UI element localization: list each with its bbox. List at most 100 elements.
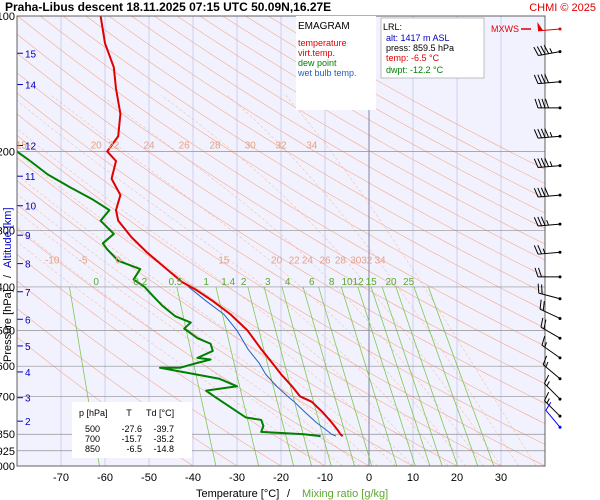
x-axis-title: Temperature [°C] / Mixing ratio [g/kg] [196,488,388,500]
y-tick-label-pressure: 300 [0,226,15,238]
wind-barb-half [546,220,550,226]
wind-barb [534,267,562,279]
table-row-500-p: 500 [85,424,100,434]
wind-barb-station [558,106,562,110]
chart-labels: -70-60-50-40-30-20-100102030100200300400… [0,11,507,484]
table-row-700-td: -35.2 [153,434,174,444]
adiabat-label: 32 [275,140,287,151]
moist-adiabat [17,241,326,466]
y-tick-label-pressure: 100 [0,11,15,23]
y-axis-title-pressure: Pressure [hPa] [2,289,14,362]
x-tick-label: -20 [273,472,289,484]
wind-barb-full [544,187,550,197]
chart-title: Praha-Libus descent 18.11.2025 07:15 UTC… [5,0,331,14]
wind-barb-station [558,134,562,138]
mixing-ratio-line [381,286,443,466]
adiabat-label: 22 [289,255,301,266]
wind-barb-full [537,158,543,168]
mixing-ratio-label: 0 [93,277,99,288]
wind-barb [534,98,562,110]
y-tick-label-altitude: 10 [25,202,37,213]
adiabat-label: -5 [79,255,88,266]
y-tick-label-altitude: 9 [25,231,31,242]
mixing-ratio-label: 0.2 [133,277,147,288]
wind-barb-full [541,284,543,295]
table-row-700-p: 700 [85,434,100,444]
legend-box: EMAGRAM temperature virt.temp. dew point… [296,16,376,110]
x-tick-label: 0 [366,472,372,484]
wind-barb-half [549,161,553,167]
wind-barb-full [544,73,550,83]
adiabat-label: 26 [179,140,191,151]
mixing-ratio-label: 0.5 [168,277,182,288]
table-header-t: T [126,408,132,418]
wind-barb-full [543,45,550,54]
wind-barb-shaft [540,326,561,339]
adiabat-label: 20 [91,140,103,151]
dry-adiabat [108,16,545,277]
wind-barb-full [542,355,548,365]
mixing-ratio-label: 25 [403,277,415,288]
dry-adiabat [131,16,545,261]
level-table: p [hPa] T Td [°C] 500 -27.6 -39.7 700 -1… [72,402,192,458]
adiabat-label: 15 [16,140,28,151]
mixing-ratio-label: 15 [366,277,378,288]
wind-barb-shaft [538,135,561,139]
mixing-ratio-label: 6 [309,277,315,288]
mixing-ratio-line [281,286,332,466]
y-axis-title-altitude: Altitude [km] [2,207,14,268]
lrl-title: LRL: [383,22,402,32]
mixing-ratio-line [370,286,431,466]
x-tick-label: -60 [97,472,113,484]
wind-barb-full [533,46,539,56]
lrl-altitude: alt: 1417 m ASL [386,33,450,43]
wind-barb-full [537,187,543,197]
table-row-850-p: 850 [85,444,100,454]
wind-barb-station [558,356,562,360]
mixing-ratio-line [263,286,312,466]
mixing-ratio-label: 3 [265,277,271,288]
wind-barb-full [534,267,539,278]
wind-barb-half [545,361,549,368]
wind-barb-full [543,374,550,384]
wind-barb [537,283,562,301]
dry-adiabat [17,16,545,347]
x-axis-title-temperature: Temperature [°C] [196,488,279,500]
grid-lines [17,16,545,466]
dry-adiabat [17,52,545,385]
wind-barb-full [533,74,539,84]
wind-barb-shaft [545,410,561,428]
wind-barb [543,391,562,418]
adiabat-label: 24 [143,140,155,151]
table-row-850-t: -6.5 [126,444,142,454]
legend-background [296,16,376,110]
wind-barb [533,244,562,255]
dry-adiabat [85,16,545,294]
wind-barb-station [558,222,562,226]
wind-barb-full [538,98,542,109]
mixing-ratio-line [427,286,495,466]
legend-item-wet-bulb: wet bulb temp. [297,68,357,78]
mixing-ratio-label: 1.4 [221,277,235,288]
lrl-dewpoint: dwpt: -12.2 °C [386,65,444,75]
wind-barb-full [540,158,546,168]
wind-barb-station [558,377,562,381]
wind-barb-station [558,397,562,401]
x-tick-label: -50 [141,472,157,484]
legend-item-temperature: temperature [298,38,347,48]
wind-barb-full [537,216,543,226]
wind-barb-shaft [538,81,561,85]
wind-barb-full [537,74,543,84]
y-tick-label-pressure: 200 [0,146,15,158]
wind-barb-column [533,21,562,429]
mixing-ratio-line [247,286,295,466]
wind-barb-full [541,98,546,109]
mixing-ratio-line [413,286,479,466]
wind-barb-shaft [541,344,561,359]
table-row-850-td: -14.8 [153,444,174,454]
wind-barb-full [534,98,539,109]
adiabat-label: 22 [108,140,120,151]
adiabat-label: 30 [245,140,257,151]
lrl-box: LRL: alt: 1417 m ASL press: 859.5 hPa te… [380,17,485,79]
